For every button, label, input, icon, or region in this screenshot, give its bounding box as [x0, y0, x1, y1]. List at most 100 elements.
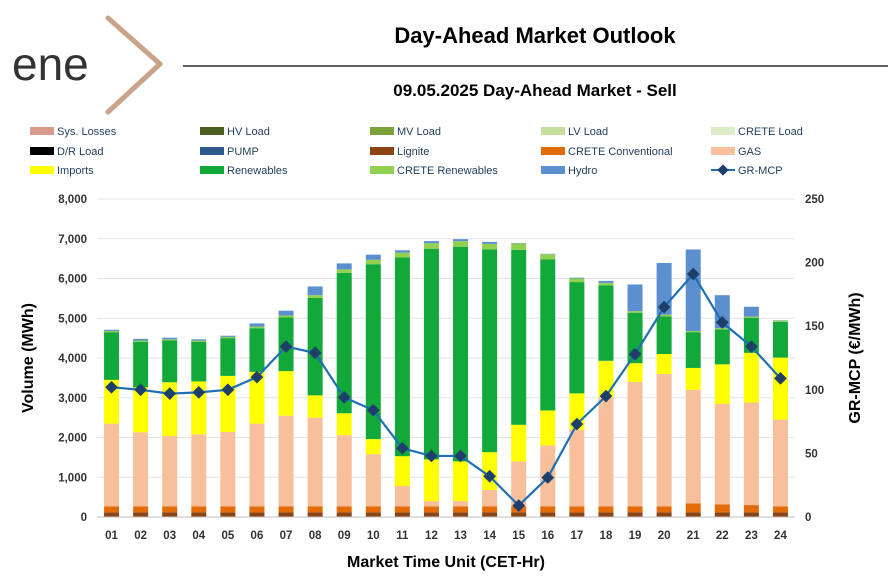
- mcp-point: [366, 403, 380, 417]
- bar-segment-crete-conventional: [191, 506, 207, 513]
- bar-segment-crete-renewables: [394, 252, 410, 258]
- legend-label: Sys. Losses: [57, 126, 117, 138]
- bar-segment-renewables: [598, 285, 614, 361]
- bar-segment-crete-conventional: [278, 506, 294, 513]
- bar-segment-gas: [365, 454, 381, 507]
- bar-segment-crete-renewables: [365, 259, 381, 265]
- bar-segment-crete-conventional: [220, 506, 236, 513]
- bar-segment-crete-conventional: [162, 506, 178, 513]
- bar-segment-crete-renewables: [772, 320, 788, 322]
- legend-swatch: [541, 127, 565, 135]
- legend-swatch: [711, 147, 735, 155]
- bar-segment-crete-renewables: [133, 340, 149, 342]
- x-tick-label: 01: [105, 530, 118, 542]
- bar-segment-imports: [423, 459, 439, 502]
- bar-segment-gas: [162, 435, 178, 507]
- x-tick-label: 22: [716, 530, 729, 542]
- x-tick-label: 24: [774, 530, 787, 542]
- bar-segment-lignite: [278, 512, 294, 517]
- bar-segment-imports: [772, 357, 788, 420]
- bar-segment-hydro: [220, 335, 236, 337]
- legend-item-crete-renewables: CRETE Renewables: [370, 165, 498, 177]
- legend-swatch: [711, 127, 735, 135]
- y2-tick-label: 50: [805, 448, 818, 460]
- bar-segment-lignite: [336, 512, 352, 517]
- bar-segment-lignite: [191, 512, 207, 517]
- legend-label: D/R Load: [57, 146, 103, 158]
- bar-segment-lignite: [540, 512, 556, 517]
- legend-swatch: [370, 127, 394, 135]
- bar-segment-crete-conventional: [133, 506, 149, 513]
- bar-segment-lignite: [656, 512, 672, 517]
- bar-segment-imports: [133, 387, 149, 433]
- bar-segment-gas: [249, 423, 265, 507]
- bar-segment-crete-renewables: [423, 243, 439, 249]
- bar-segment-renewables: [365, 264, 381, 440]
- bar-segment-gas: [278, 415, 294, 507]
- legend-swatch: [200, 147, 224, 155]
- bar-segment-crete-conventional: [714, 504, 730, 513]
- bar-segment-renewables: [540, 259, 556, 411]
- logo-chevron-upper: [105, 15, 163, 67]
- bar-stack-24: [772, 320, 788, 517]
- x-tick-label: 11: [396, 530, 409, 542]
- bar-segment-hydro: [365, 254, 381, 260]
- bar-segment-crete-conventional: [336, 506, 352, 513]
- legend-label: Imports: [57, 165, 94, 177]
- bar-segment-renewables: [685, 332, 701, 368]
- bar-segment-hydro: [453, 239, 469, 242]
- bar-segment-crete-conventional: [482, 506, 498, 513]
- bar-segment-imports: [627, 363, 643, 382]
- x-tick-label: 03: [163, 530, 176, 542]
- bar-segment-lignite: [598, 512, 614, 517]
- bar-stack-19: [627, 284, 643, 517]
- legend-item-hv-load: HV Load: [200, 126, 270, 138]
- bar-stack-08: [307, 286, 323, 517]
- y2-tick-label: 150: [805, 321, 824, 333]
- mcp-point: [163, 387, 177, 400]
- legend-swatch: [370, 147, 394, 155]
- x-tick-label: 21: [687, 530, 700, 542]
- mcp-point: [134, 383, 147, 397]
- x-tick-label: 20: [658, 530, 671, 542]
- bar-segment-hydro: [569, 277, 585, 279]
- bar-segment-hydro: [162, 337, 178, 340]
- bar-segment-gas: [191, 434, 207, 507]
- legend-item-renewables: Renewables: [200, 165, 288, 177]
- bar-segment-lignite: [423, 512, 439, 517]
- bar-segment-lignite: [714, 512, 730, 517]
- y-axis-ticks: 0 1,000 2,000 3,000 4,000 5,000 6,000 7,000 8,00…: [58, 194, 87, 524]
- bar-stack-10: [365, 254, 381, 517]
- bar-segment-renewables: [162, 340, 178, 383]
- x-tick-label: 16: [541, 530, 554, 542]
- x-tick-label: 12: [425, 530, 438, 542]
- bar-segment-crete-renewables: [104, 330, 120, 333]
- x-axis-label: Market Time Unit (CET-Hr): [347, 554, 545, 571]
- bar-segment-crete-renewables: [191, 340, 207, 342]
- bar-segment-lignite: [162, 512, 178, 517]
- bar-segment-hydro: [278, 310, 294, 316]
- legend-item-crete-load: CRETE Load: [711, 126, 803, 138]
- bars: [104, 239, 788, 517]
- bar-segment-crete-renewables: [743, 316, 759, 318]
- bar-segment-imports: [656, 354, 672, 374]
- bar-segment-hydro: [394, 250, 410, 253]
- bar-segment-gas: [714, 403, 730, 505]
- bar-segment-gas: [598, 397, 614, 507]
- legend-label: CRETE Renewables: [397, 165, 498, 177]
- bar-stack-03: [162, 337, 178, 517]
- y-tick-label: 6,000: [58, 274, 87, 286]
- bar-segment-crete-conventional: [772, 506, 788, 513]
- legend-item-sys-losses: Sys. Losses: [30, 126, 117, 138]
- bar-stack-22: [714, 295, 730, 517]
- bar-segment-hydro: [482, 241, 498, 244]
- bar-segment-lignite: [220, 512, 236, 517]
- bar-segment-renewables: [249, 328, 265, 372]
- bar-segment-crete-renewables: [685, 330, 701, 333]
- bar-segment-imports: [743, 352, 759, 403]
- legend-item-imports: Imports: [30, 165, 94, 177]
- bar-segment-renewables: [453, 246, 469, 462]
- y2-tick-label: 250: [805, 194, 824, 206]
- bar-segment-crete-conventional: [249, 506, 265, 513]
- legend-label: Hydro: [568, 165, 597, 177]
